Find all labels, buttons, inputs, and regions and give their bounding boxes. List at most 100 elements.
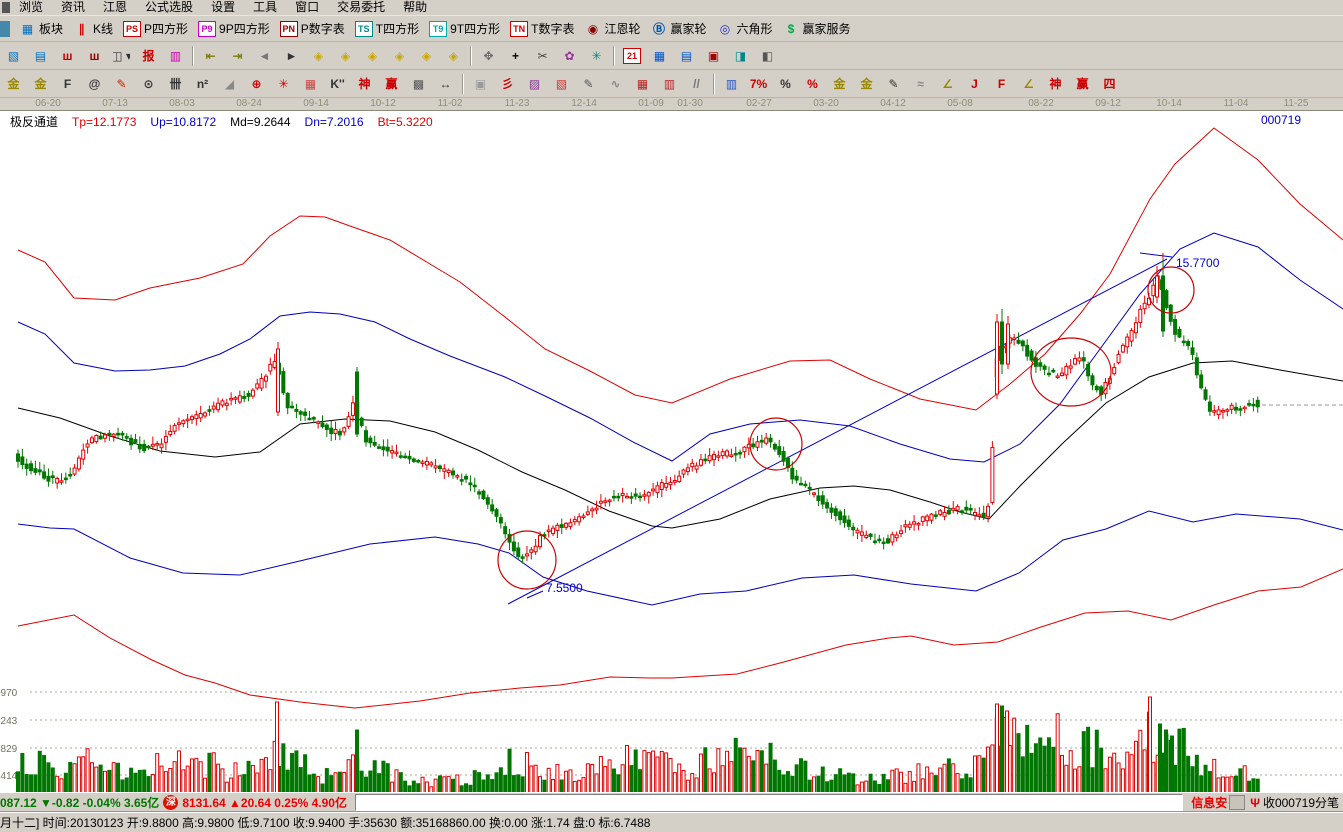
- tool-hexagon[interactable]: ◎ 六角形: [711, 19, 777, 38]
- tool-pen-measure[interactable]: ✎: [880, 75, 907, 93]
- tool-grid-draw-red[interactable]: ▧: [548, 75, 575, 93]
- tool-percent[interactable]: %: [772, 75, 799, 93]
- tool-grid-draw-purple[interactable]: ▨: [521, 75, 548, 93]
- clipped-menu-item[interactable]: [2, 2, 10, 13]
- tool-percent-7[interactable]: 7%: [745, 75, 772, 93]
- tool-shen-angle[interactable]: 神: [1042, 75, 1069, 93]
- tool-calendar[interactable]: 21: [618, 47, 646, 65]
- tool-grid-fine[interactable]: ▩: [405, 75, 432, 93]
- tool-trend-pencil[interactable]: ✎: [575, 75, 602, 93]
- signal-antenna-icon[interactable]: Ψ: [1250, 795, 1260, 810]
- tool-print-tool[interactable]: ◧: [754, 47, 781, 65]
- tool-kline[interactable]: ∥ K线: [68, 19, 118, 38]
- tool-net-monitor[interactable]: ◨: [727, 47, 754, 65]
- tool-info-doc[interactable]: ▤: [27, 47, 54, 65]
- tool-gann-gold-1[interactable]: 金: [0, 75, 27, 93]
- tool-flower-tool[interactable]: ✿: [556, 47, 583, 65]
- tool-si-angle[interactable]: 四: [1096, 75, 1123, 93]
- tool-winner-service[interactable]: $ 赢家服务: [778, 19, 856, 38]
- tool-next-bar[interactable]: ►: [278, 47, 305, 65]
- tool-gann-web[interactable]: ✳: [270, 75, 297, 93]
- tool-gann-wheel[interactable]: ◉ 江恩轮: [579, 19, 645, 38]
- tool-shen-tool[interactable]: 神: [351, 75, 378, 93]
- tool-parallel-lines[interactable]: //: [683, 75, 710, 93]
- tool-k-count[interactable]: K'': [324, 75, 351, 93]
- menu-item-3[interactable]: 公式选股: [145, 0, 194, 14]
- tool-dot-grid[interactable]: ▦: [629, 75, 656, 93]
- tool-ying-angle[interactable]: 赢: [1069, 75, 1096, 93]
- info-doc-icon: ▤: [34, 48, 47, 63]
- tool-percent-line[interactable]: %: [799, 75, 826, 93]
- tool-zigzag-tool[interactable]: ∿: [602, 75, 629, 93]
- menu-item-4[interactable]: 设置: [211, 0, 236, 14]
- tool-bars-9[interactable]: ш: [81, 47, 108, 65]
- tool-ray-fan[interactable]: 彡: [494, 75, 521, 93]
- tool-last-bar[interactable]: ⇥: [224, 47, 251, 65]
- tray-computer-icon[interactable]: [1229, 795, 1246, 810]
- tool-drag-hand[interactable]: ✥: [475, 47, 502, 65]
- tool-diamond-right[interactable]: ◈: [332, 47, 359, 65]
- tool-spiral[interactable]: @: [81, 75, 108, 93]
- tool-diamond-star[interactable]: ◈: [413, 47, 440, 65]
- tool-p-number[interactable]: PN P数字表: [275, 19, 350, 38]
- tool-diamond-left[interactable]: ◈: [305, 47, 332, 65]
- tool-mind-tool[interactable]: ✳: [583, 47, 610, 65]
- tool-pen-flag[interactable]: ✎: [108, 75, 135, 93]
- tool-diamond-width[interactable]: ◈: [359, 47, 386, 65]
- tool-t-square[interactable]: TS T四方形: [350, 19, 424, 38]
- tool-watch-monitor[interactable]: ▧: [0, 47, 27, 65]
- tool-fibo-f[interactable]: F: [54, 75, 81, 93]
- tick-data-label[interactable]: 收000719分笔: [1262, 796, 1339, 810]
- tool-span-arrows[interactable]: ↔: [432, 75, 459, 93]
- tool-gold-line[interactable]: 金: [853, 75, 880, 93]
- tool-t9-square[interactable]: T9 9T四方形: [424, 19, 505, 38]
- menu-item-1[interactable]: 资讯: [61, 0, 86, 14]
- tool-prev-bar[interactable]: ◄: [251, 47, 278, 65]
- tool-gann-target[interactable]: ⊕: [243, 75, 270, 93]
- tool-j-angle[interactable]: J: [961, 75, 988, 93]
- tool-stat-column[interactable]: ▥: [718, 75, 745, 93]
- tool-diamond-move[interactable]: ◈: [440, 47, 467, 65]
- tool-gold-circle[interactable]: 金: [826, 75, 853, 93]
- tool-dot-grid-box[interactable]: ▥: [656, 75, 683, 93]
- tool-p-square[interactable]: PS P四方形: [118, 19, 193, 38]
- tool-sector-grid[interactable]: ▦ 板块: [14, 19, 68, 38]
- tool-p9-square[interactable]: P9 9P四方形: [193, 19, 275, 38]
- tool-f-angle[interactable]: F: [988, 75, 1015, 93]
- news-marquee[interactable]: 信息安: [1191, 796, 1228, 810]
- chart-pane[interactable]: 极反通道 Tp=12.1773 Up=10.8172 Md=9.2644 Dn=7.20…: [0, 111, 1343, 792]
- menu-item-6[interactable]: 窗口: [295, 0, 320, 14]
- menu-item-2[interactable]: 江恩: [103, 0, 128, 14]
- tool-panel-frame[interactable]: ▣: [467, 75, 494, 93]
- tool-cycle-circle[interactable]: ⊙: [135, 75, 162, 93]
- tool-save[interactable]: ▣: [700, 47, 727, 65]
- tool-diamond-cross[interactable]: ◈: [386, 47, 413, 65]
- tool-color-histogram[interactable]: ▥: [162, 47, 189, 65]
- tool-gold-angle-2[interactable]: ∠: [1015, 75, 1042, 93]
- tool-calculator[interactable]: ▦: [646, 47, 673, 65]
- tool-cut-measure[interactable]: ✂: [529, 47, 556, 65]
- command-input[interactable]: [354, 794, 1184, 811]
- menu-item-5[interactable]: 工具: [253, 0, 278, 14]
- menu-item-7[interactable]: 交易委托: [337, 0, 386, 14]
- tool-candle-style[interactable]: ◫ ▾: [108, 47, 135, 65]
- clipped-toolbar-icon[interactable]: [0, 20, 10, 37]
- tool-crosshair[interactable]: +: [502, 47, 529, 65]
- menu-item-8[interactable]: 帮助: [403, 0, 428, 14]
- tool-mirror-angle[interactable]: ◢: [216, 75, 243, 93]
- tool-gann-grid-box[interactable]: ▦: [297, 75, 324, 93]
- tool-ruler-comb[interactable]: 卌: [162, 75, 189, 93]
- tool-winner-wheel[interactable]: Ⓑ 赢家轮: [645, 19, 711, 38]
- tool-first-bar[interactable]: ⇤: [197, 47, 224, 65]
- tool-gann-gold-2[interactable]: 金: [27, 75, 54, 93]
- tool-notes[interactable]: ▤: [673, 47, 700, 65]
- chart-svg[interactable]: 0970 9243 5829 2414 15.7700 7.5500: [0, 111, 1343, 792]
- tool-n-square[interactable]: n²: [189, 75, 216, 93]
- tool-gold-angle[interactable]: ∠: [934, 75, 961, 93]
- tool-ying-tool[interactable]: 赢: [378, 75, 405, 93]
- tool-bars-3[interactable]: ш: [54, 47, 81, 65]
- tool-t-number[interactable]: TN T数字表: [505, 19, 579, 38]
- menu-item-0[interactable]: 浏览: [19, 0, 44, 14]
- tool-no-restore[interactable]: 报: [135, 47, 162, 65]
- tool-wave-tool[interactable]: ≈: [907, 75, 934, 93]
